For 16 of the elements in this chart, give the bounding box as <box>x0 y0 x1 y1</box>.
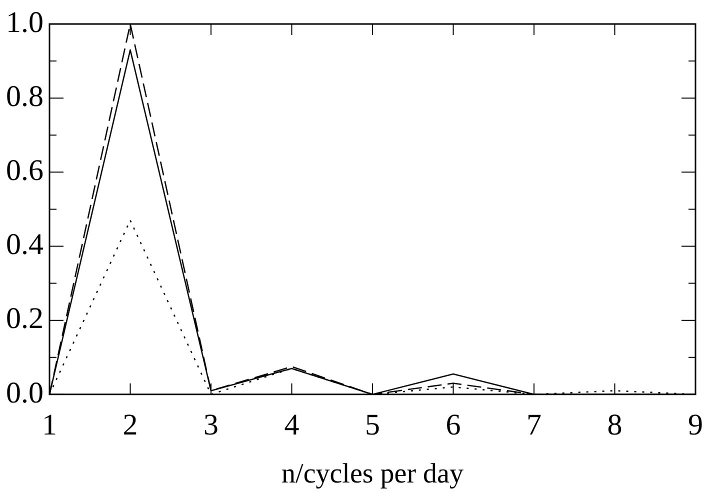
x-tick-label: 8 <box>607 408 622 442</box>
x-tick-label: 6 <box>446 408 461 442</box>
y-tick-label: 0.0 <box>6 376 44 410</box>
x-tick-label: 5 <box>365 408 380 442</box>
x-tick-label: 9 <box>688 408 703 442</box>
x-tick-label: 7 <box>526 408 542 442</box>
y-tick-label: 0.6 <box>6 154 44 188</box>
y-tick-label: 0.8 <box>6 80 44 113</box>
y-tick-label: 0.4 <box>6 228 44 262</box>
x-tick-label: 1 <box>42 408 57 442</box>
y-tick-label: 0.2 <box>6 302 44 336</box>
x-tick-label: 2 <box>122 408 138 442</box>
x-axis-title: n/cycles per day <box>282 458 464 490</box>
y-tick-label: 1.0 <box>6 6 44 39</box>
x-tick-label: 4 <box>284 408 300 442</box>
x-tick-label: 3 <box>204 408 218 442</box>
